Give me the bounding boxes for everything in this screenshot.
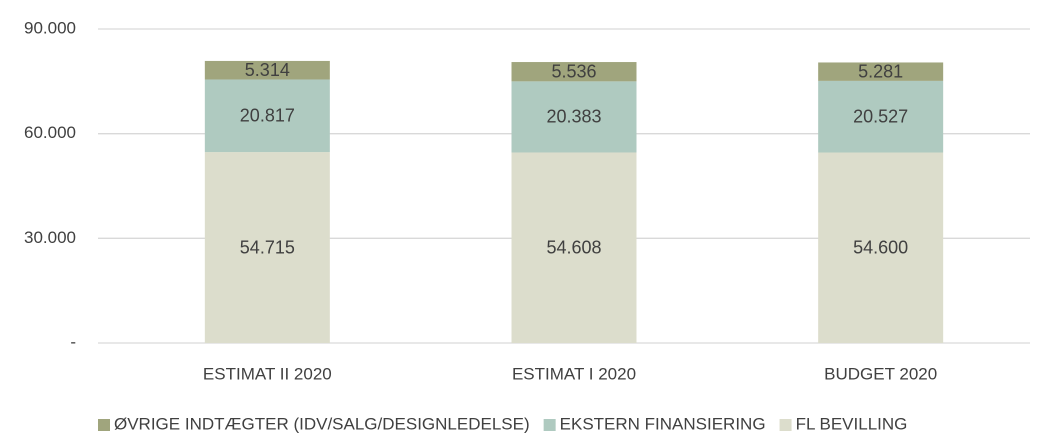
data-label: 54.600 [853, 238, 908, 258]
data-label: 54.715 [240, 237, 295, 257]
legend-label: EKSTERN FINANSIERING [560, 414, 766, 433]
bar-segment [511, 152, 637, 343]
legend-swatch [779, 419, 792, 431]
x-tick-label: ESTIMAT II 2020 [203, 364, 332, 383]
y-tick-label: 30.000 [24, 228, 76, 247]
legend-label: FL BEVILLING [796, 414, 908, 433]
data-label: 20.527 [853, 106, 908, 126]
x-tick-label: BUDGET 2020 [824, 364, 937, 383]
bar-segment [204, 79, 330, 153]
data-label: 54.608 [546, 237, 601, 257]
data-label: 20.817 [240, 106, 295, 126]
data-label: 5.314 [245, 60, 290, 80]
bar-segment [511, 81, 637, 153]
bar-segment [818, 62, 944, 81]
y-tick-label: 60.000 [24, 123, 76, 142]
legend-label: ØVRIGE INDTÆGTER (IDV/SALG/DESIGNLEDELSE… [114, 414, 530, 433]
y-tick-label: 90.000 [24, 18, 76, 37]
bar-segment [511, 62, 637, 82]
y-tick-label: - [70, 332, 76, 351]
bar-segment [818, 152, 944, 343]
x-tick-label: ESTIMAT I 2020 [512, 364, 636, 383]
data-label: 5.281 [858, 61, 903, 81]
data-label: 20.383 [546, 107, 601, 127]
bar-segment [204, 60, 330, 80]
data-label: 5.536 [551, 61, 596, 81]
legend-swatch [543, 419, 556, 431]
bar-segment [818, 80, 944, 153]
bar-segment [204, 152, 330, 343]
legend-swatch [98, 419, 110, 431]
